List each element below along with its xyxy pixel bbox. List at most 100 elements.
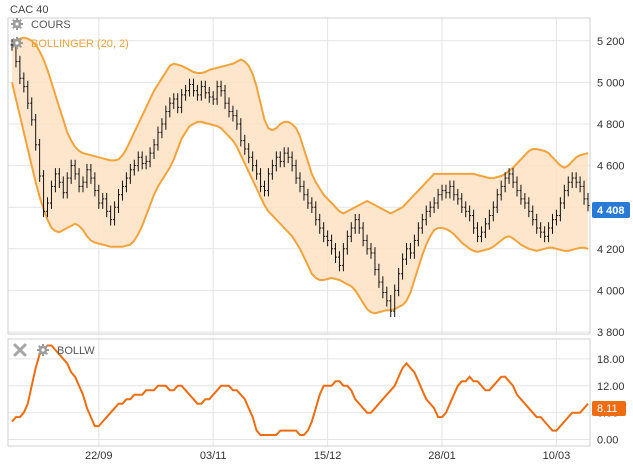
y-tick-label: 4 200: [597, 244, 625, 256]
price-bar: [132, 159, 136, 176]
price-bar: [314, 201, 318, 226]
price-bar: [349, 222, 353, 243]
price-bar: [282, 147, 286, 168]
price-bar: [247, 143, 251, 164]
price-bar: [487, 209, 491, 230]
price-bar: [10, 39, 14, 51]
price-bar: [231, 105, 235, 122]
price-bar: [405, 242, 409, 266]
price-bar: [89, 163, 93, 184]
price-bar: [176, 93, 180, 114]
price-bar: [117, 188, 121, 214]
price-bar: [30, 97, 34, 126]
legend-bollinger-label: BOLLINGER (20, 2): [31, 38, 129, 50]
price-bar: [574, 172, 578, 189]
price-bar: [164, 105, 168, 130]
bollinger-lower-line: [11, 82, 589, 315]
price-bar: [373, 247, 377, 276]
legend-bollw[interactable]: BOLLW: [13, 343, 95, 357]
price-bar: [369, 242, 373, 259]
price-bar: [389, 294, 393, 318]
price-bar: [515, 176, 519, 197]
price-bar: [73, 159, 77, 180]
price-bar: [180, 89, 184, 114]
price-bar: [211, 91, 215, 105]
y-tick-label: 4 800: [597, 119, 625, 131]
x-tick-label: 15/12: [314, 450, 342, 462]
price-bar: [188, 78, 192, 97]
price-bar: [381, 276, 385, 299]
indicator-panel-frame: [7, 338, 591, 447]
price-bar: [535, 213, 539, 234]
legend-cours-label: COURS: [31, 19, 71, 31]
price-bar: [156, 126, 160, 151]
price-bar: [120, 180, 124, 201]
y-tick-label: 4 000: [597, 285, 625, 297]
gear-icon[interactable]: [37, 344, 49, 356]
price-bar: [298, 172, 302, 193]
y-tick-label: 5 200: [597, 36, 625, 48]
price-bar: [468, 205, 472, 222]
price-bar: [527, 197, 531, 218]
price-bar: [294, 159, 298, 184]
price-bar: [341, 242, 345, 272]
price-bar: [57, 168, 61, 189]
close-icon[interactable]: [13, 343, 27, 357]
price-bar: [582, 180, 586, 205]
price-bar: [578, 176, 582, 193]
gear-icon[interactable]: [11, 18, 23, 30]
bollinger-upper-line: [11, 36, 589, 215]
price-panel-frame: [7, 17, 591, 335]
price-bar: [266, 168, 270, 197]
price-bar: [562, 184, 566, 209]
price-bar: [507, 168, 511, 184]
price-bar: [408, 242, 412, 259]
price-bar: [491, 201, 495, 222]
price-bar: [420, 213, 424, 234]
price-bar: [322, 222, 326, 243]
price-bar: [511, 168, 515, 189]
price-bar: [148, 147, 152, 168]
price-bar: [385, 286, 389, 307]
price-bar: [34, 114, 38, 151]
x-tick-label: 10/03: [543, 450, 571, 462]
price-bar: [243, 134, 247, 155]
price-bar: [38, 138, 42, 182]
price-bar: [586, 193, 590, 212]
price-bar: [432, 197, 436, 214]
y-tick-label: 18.00: [597, 354, 625, 366]
last-bollw-tag: 8.11: [592, 401, 626, 416]
price-bar: [77, 168, 81, 193]
price-bar: [93, 172, 97, 197]
legend-bollinger[interactable]: BOLLINGER (20, 2): [11, 37, 129, 50]
price-bar: [168, 97, 172, 118]
price-bar: [523, 193, 527, 209]
price-bar: [61, 176, 65, 199]
price-bar: [330, 234, 334, 255]
price-series: [10, 39, 590, 318]
y-tick-label: 5 000: [597, 77, 625, 89]
legend-cours[interactable]: COURS: [11, 18, 71, 31]
price-bar: [361, 222, 365, 247]
price-bar: [235, 109, 239, 130]
price-bar: [124, 172, 128, 193]
gear-icon[interactable]: [11, 37, 23, 49]
price-bar: [160, 118, 164, 139]
price-bar: [69, 159, 73, 184]
price-bar: [310, 197, 314, 214]
price-bar: [191, 78, 195, 97]
last-price-label: 4 408: [597, 205, 625, 217]
price-bar: [215, 80, 219, 105]
price-bar: [353, 213, 357, 234]
chart-title: CAC 40: [10, 4, 49, 16]
price-bar: [440, 184, 444, 201]
price-bar: [377, 263, 381, 288]
price-bar: [464, 201, 468, 218]
price-bar: [519, 184, 523, 205]
price-bar: [570, 172, 574, 189]
y-tick-label: 4 600: [597, 161, 625, 173]
price-bar: [128, 163, 132, 184]
price-bar: [539, 222, 543, 238]
price-bar: [270, 159, 274, 180]
